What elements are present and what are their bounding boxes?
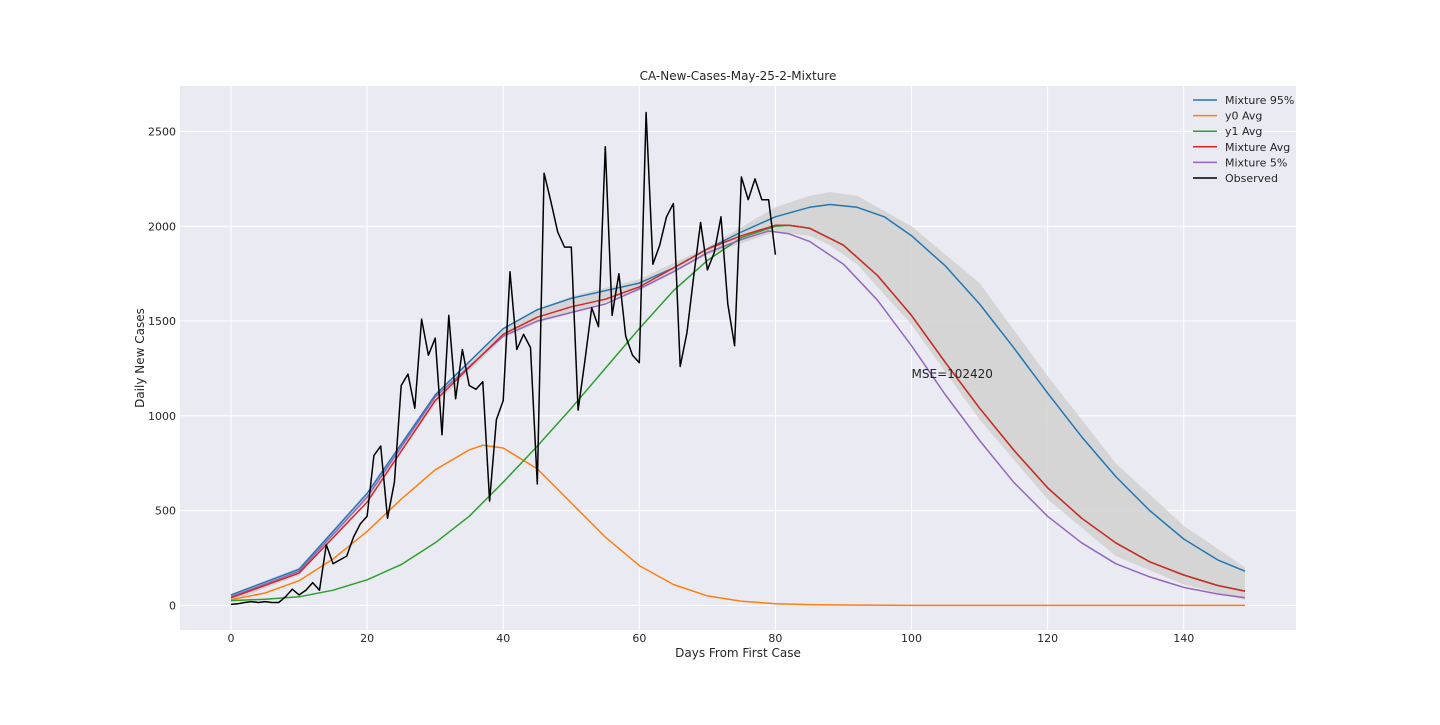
legend-label-y0-avg: y0 Avg bbox=[1225, 110, 1262, 123]
y-tick-label: 2000 bbox=[148, 220, 176, 233]
x-tick-label: 20 bbox=[360, 632, 374, 645]
chart-title: CA-New-Cases-May-25-2-Mixture bbox=[640, 69, 837, 83]
x-tick-label: 0 bbox=[228, 632, 235, 645]
x-tick-label: 60 bbox=[632, 632, 646, 645]
x-axis-label: Days From First Case bbox=[675, 646, 801, 660]
y-tick-label: 1000 bbox=[148, 410, 176, 423]
y-tick-labels: 0 500 1000 1500 2000 2500 bbox=[148, 125, 176, 612]
x-tick-label: 40 bbox=[496, 632, 510, 645]
series-lines bbox=[230, 111, 1246, 607]
y-tick-label: 500 bbox=[155, 505, 176, 518]
series-line-observed bbox=[230, 111, 777, 606]
legend-label-mixture-avg: Mixture Avg bbox=[1225, 141, 1290, 154]
legend-label-y1-avg: y1 Avg bbox=[1225, 125, 1262, 138]
x-tick-label: 100 bbox=[901, 632, 922, 645]
y-tick-label: 1500 bbox=[148, 315, 176, 328]
x-tick-label: 140 bbox=[1173, 632, 1194, 645]
x-tick-labels: 0 20 40 60 80 100 120 140 bbox=[228, 632, 1195, 645]
y-tick-label: 2500 bbox=[148, 125, 176, 138]
mse-annotation: MSE=102420 bbox=[912, 367, 993, 381]
series-line-mixture-avg bbox=[230, 224, 1246, 599]
series-line-y0-avg bbox=[230, 444, 1245, 607]
legend-label-observed: Observed bbox=[1225, 172, 1278, 185]
legend-label-mixture-95pct: Mixture 95% bbox=[1225, 94, 1294, 107]
series-line-mixture-5pct bbox=[230, 230, 1246, 599]
y-tick-label: 0 bbox=[169, 599, 176, 612]
legend: Mixture 95% y0 Avg y1 Avg Mixture Avg Mixtur… bbox=[1193, 94, 1294, 185]
x-tick-label: 120 bbox=[1037, 632, 1058, 645]
y-axis-label: Daily New Cases bbox=[133, 308, 147, 408]
legend-label-mixture-5pct: Mixture 5% bbox=[1225, 156, 1287, 169]
x-tick-label: 80 bbox=[768, 632, 782, 645]
series-line-mixture-95pct bbox=[230, 203, 1246, 596]
